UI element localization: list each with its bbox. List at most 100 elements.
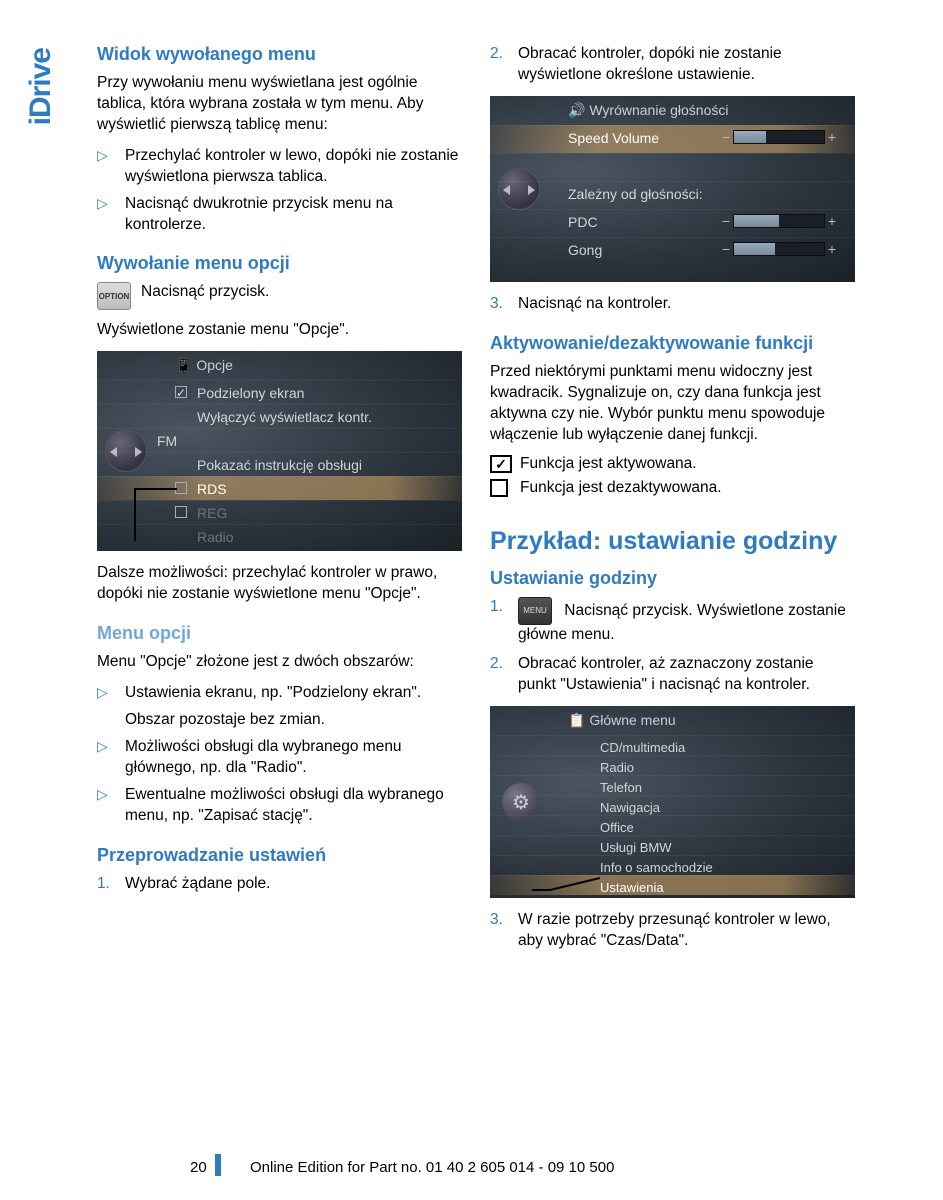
page-content: Widok wywołanego menu Przy wywołaniu men… [97,44,857,962]
screenshot-volume-row: Gong−+ [490,237,855,265]
option-button-icon: OPTION [97,282,131,310]
number-text: Obracać kontroler, aż zaznaczony zostani… [518,654,855,696]
screenshot-menu-row: Pokazać instrukcję obsługi [97,452,462,476]
bullet-text: Ustawienia ekranu, np. "Podzielony ekran… [125,683,462,731]
bullet-item: ▷Nacisnąć dwukrotnie przycisk menu na ko… [97,194,462,236]
sidebar-section-label: iDrive [24,0,58,48]
heading-activate-deactivate: Aktywowanie/dezaktywowanie funkcji [490,333,855,354]
volume-slider: −+ [719,129,839,145]
function-active-row: ✓ Funkcja jest aktywowana. [490,455,855,473]
number-marker: 3. [490,910,518,952]
screenshot-menu-row: Info o samochodzie [490,855,855,875]
screenshot-title: 📋 Główne menu [490,706,855,735]
number-marker: 1. [97,874,125,895]
paragraph: Przed niektórymi punktami menu widoczny … [490,362,855,446]
bullet-marker-icon: ▷ [97,146,125,188]
number-text: Wybrać żądane pole. [125,874,462,895]
bullet-marker-icon: ▷ [97,683,125,731]
screenshot-volume-row: Speed Volume−+ [490,125,855,153]
screenshot-menu-row: Office [490,815,855,835]
paragraph: Wyświetlone zostanie menu "Opcje". [97,320,462,341]
bullet-item: ▷Ewentualne możliwości obsługi dla wybra… [97,785,462,827]
bullet-text: Możliwości obsługi dla wybranego menu gł… [125,737,462,779]
screenshot-options-menu: 📱 Opcje Podzielony ekranWyłączyć wyświet… [97,351,462,551]
heading-setting-time: Ustawianie godziny [490,568,855,589]
bullet-text: Przechylać kontroler w lewo, dopóki nie … [125,146,462,188]
heading-performing-settings: Przeprowadzanie ustawień [97,845,462,866]
screenshot-menu-row: Ustawienia [490,875,855,895]
volume-slider: −+ [719,241,839,257]
bullet-list: ▷Ustawienia ekranu, np. "Podzielony ekra… [97,683,462,827]
left-column: Widok wywołanego menu Przy wywołaniu men… [97,44,462,962]
number-text: Obracać kontroler, dopóki nie zostanie w… [518,44,855,86]
numbered-list: 3.W razie potrzeby przesunąć kontroler w… [490,910,855,952]
numbered-list: 1.MENU Nacisnąć przycisk. Wyświetlone zo… [490,597,855,696]
paragraph: Przy wywołaniu menu wyświetlana jest ogó… [97,73,462,136]
checkbox-empty-icon [490,479,508,497]
number-text: MENU Nacisnąć przycisk. Wyświetlone zost… [518,597,855,646]
number-text: Nacisnąć na kontroler. [518,294,855,315]
numbered-item: 2.Obracać kontroler, aż zaznaczony zosta… [490,654,855,696]
screenshot-volume-settings: 🔊 Wyrównanie głośności Speed Volume−+ Zal… [490,96,855,282]
heading-options-menu-call: Wywołanie menu opcji [97,253,462,274]
right-column: 2.Obracać kontroler, dopóki nie zostanie… [490,44,855,962]
bullet-text: Nacisnąć dwukrotnie przycisk menu na kon… [125,194,462,236]
option-button-text: Nacisnąć przycisk. [141,282,269,303]
screenshot-menu-row: Nawigacja [490,795,855,815]
numbered-item: 3.W razie potrzeby przesunąć kontroler w… [490,910,855,952]
number-marker: 2. [490,44,518,86]
number-marker: 3. [490,294,518,315]
screenshot-menu-row: Radio [97,524,462,548]
numbered-list: 3.Nacisnąć na kontroler. [490,294,855,315]
number-marker: 1. [490,597,518,646]
option-button-row: OPTION Nacisnąć przycisk. [97,282,462,310]
volume-slider: −+ [719,213,839,229]
bullet-marker-icon: ▷ [97,737,125,779]
screenshot-menu-row: FM [97,428,462,452]
numbered-item: 2.Obracać kontroler, dopóki nie zostanie… [490,44,855,86]
menu-button-icon: MENU [518,597,552,625]
bullet-item: ▷Ustawienia ekranu, np. "Podzielony ekra… [97,683,462,731]
number-text: W razie potrzeby przesunąć kontroler w l… [518,910,855,952]
numbered-list: 2.Obracać kontroler, dopóki nie zostanie… [490,44,855,86]
screenshot-main-menu: ⚙ 📋 Główne menu CD/multimediaRadioTelefo… [490,706,855,898]
screenshot-menu-row: RDS [97,476,462,500]
checkbox-checked-icon: ✓ [490,455,512,473]
numbered-item: 1.Wybrać żądane pole. [97,874,462,895]
paragraph: Menu "Opcje" złożone jest z dwóch obszar… [97,652,462,673]
footer-edition-text: Online Edition for Part no. 01 40 2 605 … [250,1159,614,1176]
page-number: 20 [190,1159,207,1176]
screenshot-menu-row: REG [97,500,462,524]
screenshot-menu-row: Telefon [490,775,855,795]
page-footer: 20 [190,1154,221,1176]
screenshot-title: 🔊 Wyrównanie głośności [490,96,855,125]
checkbox-checked-icon [175,386,187,398]
screenshot-volume-row: Zależny od głośności: [490,181,855,209]
heading-called-menu-view: Widok wywołanego menu [97,44,462,65]
function-inactive-row: Funkcja jest dezaktywowana. [490,479,855,497]
bullet-item: ▷Przechylać kontroler w lewo, dopóki nie… [97,146,462,188]
screenshot-menu-row: Radio [490,755,855,775]
screenshot-volume-row: PDC−+ [490,209,855,237]
bullet-text: Ewentualne możliwości obsługi dla wybran… [125,785,462,827]
screenshot-volume-row [490,153,855,181]
numbered-item: 1.MENU Nacisnąć przycisk. Wyświetlone zo… [490,597,855,646]
bullet-list: ▷Przechylać kontroler w lewo, dopóki nie… [97,146,462,236]
numbered-list: 1.Wybrać żądane pole. [97,874,462,895]
heading-options-menu: Menu opcji [97,623,462,644]
screenshot-menu-row: Wyłączyć wyświetlacz kontr. [97,404,462,428]
footer-accent-bar [215,1154,221,1176]
number-marker: 2. [490,654,518,696]
paragraph: Dalsze możliwości: przechylać kontroler … [97,563,462,605]
bullet-marker-icon: ▷ [97,785,125,827]
bullet-marker-icon: ▷ [97,194,125,236]
screenshot-menu-row: CD/multimedia [490,735,855,755]
bullet-item: ▷Możliwości obsługi dla wybranego menu g… [97,737,462,779]
checkbox-empty-icon [175,506,187,518]
screenshot-title: 📱 Opcje [97,351,462,380]
checkbox-empty-icon [175,482,187,494]
numbered-item: 3.Nacisnąć na kontroler. [490,294,855,315]
screenshot-menu-row: Podzielony ekran [97,380,462,404]
heading-example-set-time: Przykład: ustawianie godziny [490,527,855,556]
screenshot-menu-row: Usługi BMW [490,835,855,855]
